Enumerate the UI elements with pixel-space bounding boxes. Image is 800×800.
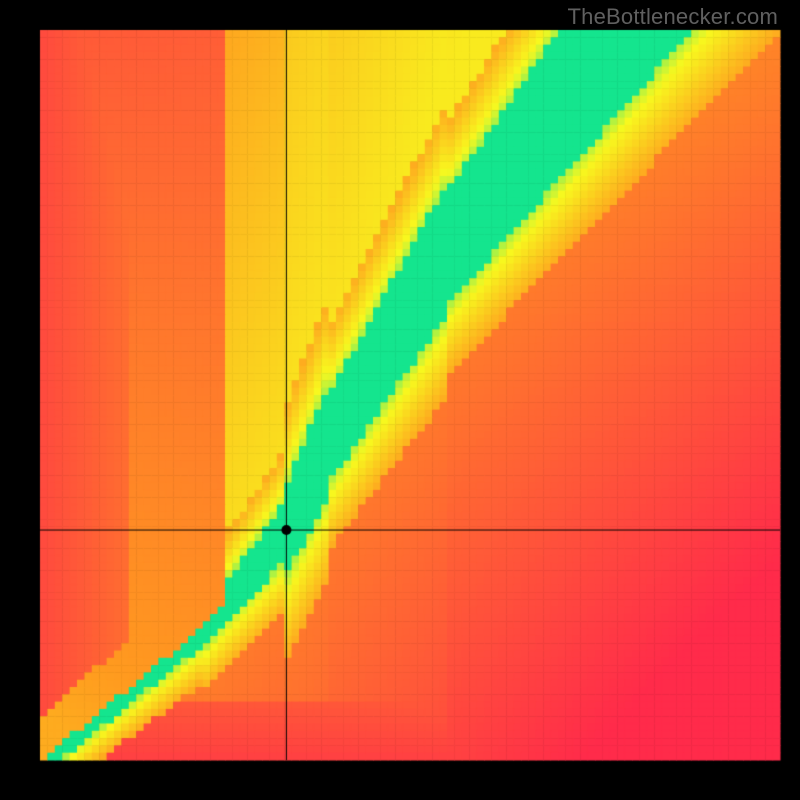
bottleneck-heatmap <box>0 0 800 800</box>
chart-container: TheBottlenecker.com <box>0 0 800 800</box>
attribution-text: TheBottlenecker.com <box>568 4 778 30</box>
